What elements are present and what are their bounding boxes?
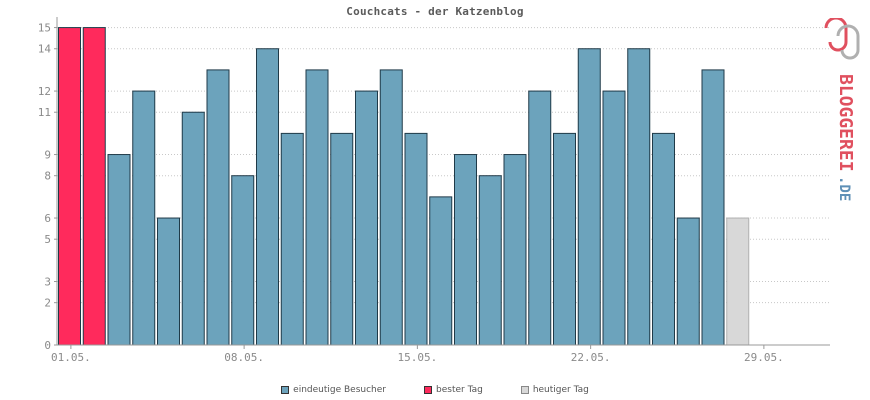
- chart-legend: eindeutige Besucher bester Tag heutiger …: [0, 385, 870, 395]
- bar-visitors: [305, 69, 329, 346]
- bar-visitors: [157, 217, 180, 346]
- x-tick-label: 29.05.: [744, 351, 784, 364]
- bar-best-day: [58, 27, 81, 346]
- y-tick-label: 5: [44, 233, 51, 246]
- bloggerei-logo-icon: BLOGGEREI .DE: [824, 16, 860, 201]
- legend-item-today: heutiger Tag: [520, 385, 589, 395]
- bar-visitors: [280, 132, 304, 346]
- y-tick-label: 2: [44, 297, 51, 310]
- bloggerei-logo: BLOGGEREI .DE: [812, 16, 868, 218]
- bar-visitors: [132, 90, 156, 346]
- y-tick-label: 6: [44, 212, 51, 225]
- y-tick-label: 3: [44, 276, 51, 289]
- y-tick-label: 11: [38, 106, 51, 119]
- svg-text:.DE: .DE: [836, 176, 852, 201]
- y-tick-label: 12: [38, 85, 51, 98]
- y-tick-label: 9: [44, 149, 51, 162]
- bar-visitors: [454, 154, 477, 346]
- y-tick-label: 8: [44, 170, 51, 183]
- bar-visitors: [602, 90, 626, 346]
- x-tick-label: 22.05.: [571, 351, 611, 364]
- bar-visitors: [231, 175, 255, 346]
- bar-visitors: [553, 132, 576, 346]
- legend-label-best-day: bester Tag: [436, 385, 483, 395]
- x-tick-label: 15.05.: [398, 351, 438, 364]
- bar-visitors: [701, 69, 725, 346]
- bar-visitors: [206, 69, 230, 346]
- y-tick-label: 0: [44, 339, 51, 352]
- bar-today: [726, 217, 750, 346]
- legend-label-visitors: eindeutige Besucher: [293, 385, 386, 395]
- bar-visitors: [652, 132, 675, 346]
- bar-visitors: [107, 154, 131, 346]
- bar-visitors: [355, 90, 378, 346]
- bar-visitors: [379, 69, 403, 346]
- bar-visitors: [478, 175, 502, 346]
- x-tick-label: 08.05.: [224, 351, 264, 364]
- y-tick-label: 14: [38, 43, 52, 56]
- bar-visitors: [528, 90, 552, 346]
- bar-visitors: [503, 154, 527, 346]
- bar-visitors: [181, 111, 205, 346]
- svg-text:BLOGGEREI: BLOGGEREI: [835, 74, 856, 172]
- chart-title: Couchcats - der Katzenblog: [346, 5, 524, 18]
- bar-best-day: [82, 27, 106, 346]
- legend-swatch-today: [520, 386, 529, 394]
- legend-item-best-day: bester Tag: [424, 385, 483, 395]
- legend-swatch-best-day: [424, 386, 432, 394]
- bar-visitors: [627, 48, 651, 346]
- bar-visitors: [404, 132, 428, 346]
- legend-swatch-visitors: [281, 386, 290, 394]
- bar-visitors: [330, 132, 354, 346]
- bar-visitors: [577, 48, 601, 346]
- bar-visitors: [429, 196, 453, 346]
- bar-visitors: [256, 48, 279, 346]
- y-tick-label: 15: [38, 22, 51, 35]
- legend-item-visitors: eindeutige Besucher: [281, 385, 386, 395]
- x-tick-label: 01.05.: [51, 351, 91, 364]
- legend-label-today: heutiger Tag: [532, 385, 589, 395]
- bar-visitors: [676, 217, 700, 346]
